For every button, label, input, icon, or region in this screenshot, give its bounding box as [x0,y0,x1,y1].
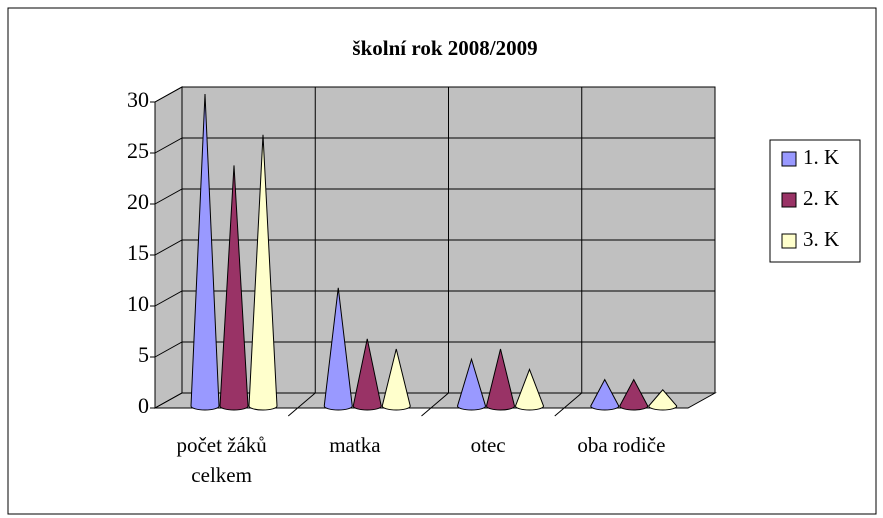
cone [323,287,353,411]
floor-divider [287,392,316,417]
legend-label: 1. K [803,145,839,169]
cone [381,348,411,411]
legend-label: 3. K [803,227,839,251]
floor-divider [421,392,449,417]
grid-line [154,290,715,307]
cone [248,134,278,411]
y-tick-label: 20 [127,189,149,214]
legend-swatch [781,233,797,249]
grid-line [154,86,715,103]
x-tick-label: otec [470,433,506,457]
cone [648,389,678,411]
cone [456,357,487,411]
cone [619,378,649,411]
floor-divider [554,392,583,417]
grid-line [154,239,715,256]
legend-swatch [781,151,797,167]
cone [190,93,220,411]
cone [485,348,516,411]
grid-line [154,137,715,154]
cone [590,378,620,411]
grid-line [154,188,715,205]
x-tick-label: matka [329,433,381,457]
cone [219,165,249,411]
chart-title: školní rok 2008/2009 [352,36,537,60]
legend-swatch [781,192,797,208]
y-tick-label: 30 [127,87,149,112]
y-tick-label: 5 [138,342,149,367]
x-tick-label: počet žáků celkem [176,433,267,487]
y-tick-label: 15 [127,240,149,265]
y-tick-label: 0 [138,393,149,418]
cone [514,368,545,411]
grid-line [154,341,715,358]
legend-label: 2. K [803,186,839,210]
x-tick-label: oba rodiče [577,433,666,457]
y-tick-label: 25 [127,138,149,163]
cone [352,338,382,411]
y-tick-label: 10 [127,291,149,316]
